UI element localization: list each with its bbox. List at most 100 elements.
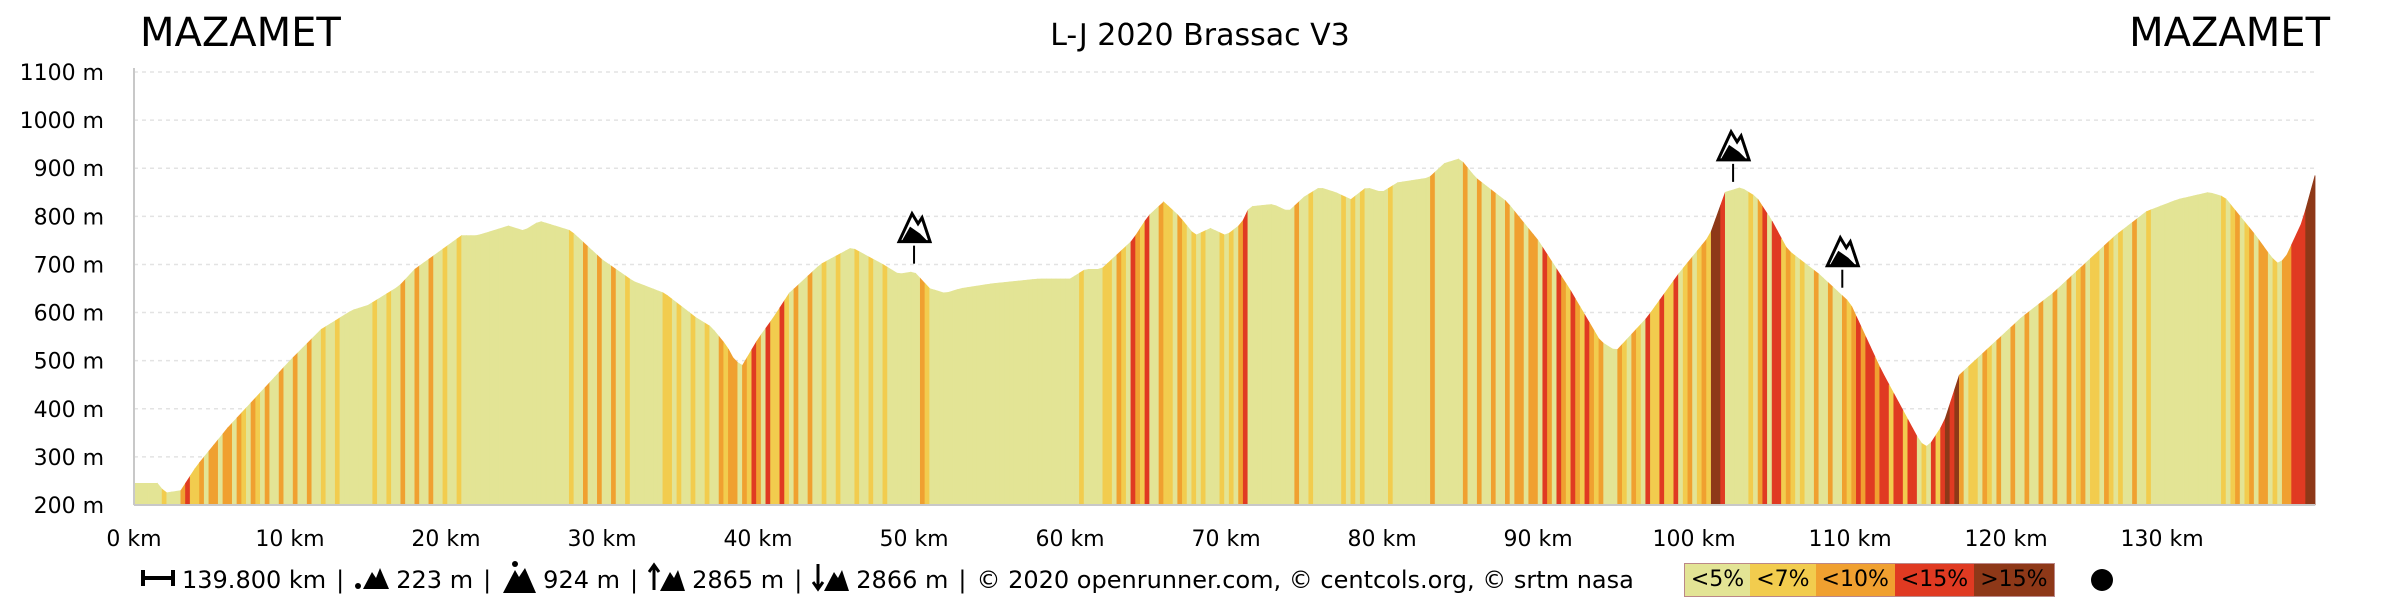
profile-segment (568, 229, 575, 506)
profile-segment (437, 248, 444, 506)
profile-segment (1884, 375, 1890, 506)
profile-segment (2235, 209, 2241, 506)
profile-segment (2258, 238, 2264, 506)
profile-segment (887, 266, 893, 506)
profile-segment (1359, 188, 1366, 506)
legend-dot (2090, 569, 2113, 591)
profile-segment (391, 287, 397, 506)
profile-segment (592, 250, 598, 506)
profile-segment (1710, 218, 1717, 506)
profile-segment (1523, 222, 1530, 506)
x-tick-label: 10 km (255, 527, 324, 552)
profile-segment (1144, 213, 1150, 506)
profile-segment (1996, 335, 2002, 506)
start-label: MAZAMET (140, 10, 341, 56)
profile-segment (1224, 232, 1230, 506)
profile-segment (1065, 278, 1071, 506)
profile-segment (2033, 303, 2040, 506)
profile-segment (1004, 281, 1010, 506)
profile-segment (2230, 203, 2236, 506)
profile-segment (1977, 352, 1984, 506)
profile-segment (381, 293, 388, 506)
profile-segment (1472, 173, 1478, 506)
summit-markers (896, 128, 1861, 288)
profile-segment (1659, 292, 1665, 506)
profile-segment (601, 259, 608, 506)
profile-segment (1448, 160, 1455, 506)
profile-segment (1916, 435, 1923, 506)
profile-segment (1135, 227, 1141, 506)
profile-segment (363, 304, 369, 506)
profile-segment (1879, 366, 1885, 506)
profile-segment (629, 278, 636, 506)
profile-segment (2052, 288, 2058, 506)
profile-segment (835, 252, 842, 506)
profile-segment (840, 250, 846, 506)
profile-segment (990, 283, 996, 506)
profile-segment (2085, 257, 2091, 506)
profile-segment (348, 309, 355, 506)
profile-segment (737, 362, 743, 506)
profile-segment (484, 231, 490, 506)
profile-segment (2001, 331, 2007, 506)
profile-segment (1266, 204, 1272, 506)
profile-segment (657, 290, 664, 506)
axes: 200 m 300 m 400 m 500 m 600 m 700 m 800 m 900 m… (20, 61, 2315, 552)
distance-icon (140, 566, 176, 594)
profile-segment (1570, 290, 1576, 506)
profile-segment (1444, 161, 1450, 506)
profile-segment (919, 277, 926, 506)
profile-segment (344, 311, 350, 506)
profile-segment (1116, 249, 1122, 506)
x-tick-label: 60 km (1035, 527, 1104, 552)
profile-segment (1682, 261, 1689, 506)
profile-segment (751, 340, 757, 506)
profile-segment (1055, 278, 1061, 506)
profile-segment (798, 279, 804, 506)
profile-segment (1397, 181, 1403, 506)
profile-segment (1720, 192, 1726, 506)
profile-segment (1519, 216, 1525, 506)
profile-segment (512, 226, 519, 506)
profile-segment (1949, 389, 1955, 506)
profile-segment (1172, 209, 1178, 506)
profile-segment (2305, 192, 2311, 506)
profile-segment (1762, 205, 1768, 506)
profile-segment (1074, 272, 1080, 506)
profile-segment (465, 235, 472, 506)
profile-segment (826, 258, 832, 506)
profile-segment (2244, 221, 2250, 506)
profile-segment (536, 221, 542, 506)
profile-segment (1561, 275, 1567, 506)
profile-segment (283, 361, 289, 506)
profile-segment (854, 248, 860, 506)
profile-segment (1575, 297, 1581, 506)
profile-segment (1837, 290, 1843, 506)
profile-segment (1083, 268, 1090, 506)
profile-segment (274, 371, 280, 506)
profile-segment (1940, 418, 1946, 506)
profile-segment (877, 261, 884, 506)
profile-segment (1767, 212, 1773, 506)
profile-segment (2057, 283, 2063, 506)
profile-segment (1959, 370, 1965, 506)
profile-segment (625, 275, 631, 506)
profile-segment (587, 245, 593, 506)
profile-segment (1036, 278, 1043, 506)
profile-segment (377, 296, 383, 506)
profile-segment (456, 234, 462, 506)
profile-segment (1809, 266, 1815, 506)
profile-segment (414, 265, 420, 506)
profile-segment (494, 228, 500, 506)
profile-segment (480, 232, 486, 506)
profile-segment (1476, 178, 1483, 506)
profile-segment (554, 225, 561, 506)
profile-segment (540, 221, 547, 506)
profile-segment (952, 289, 959, 506)
profile-segment (1018, 280, 1024, 506)
profile-segment (498, 226, 505, 506)
profile-segment (2249, 227, 2255, 506)
profile-segment (1701, 238, 1707, 506)
profile-segment (1827, 282, 1834, 506)
